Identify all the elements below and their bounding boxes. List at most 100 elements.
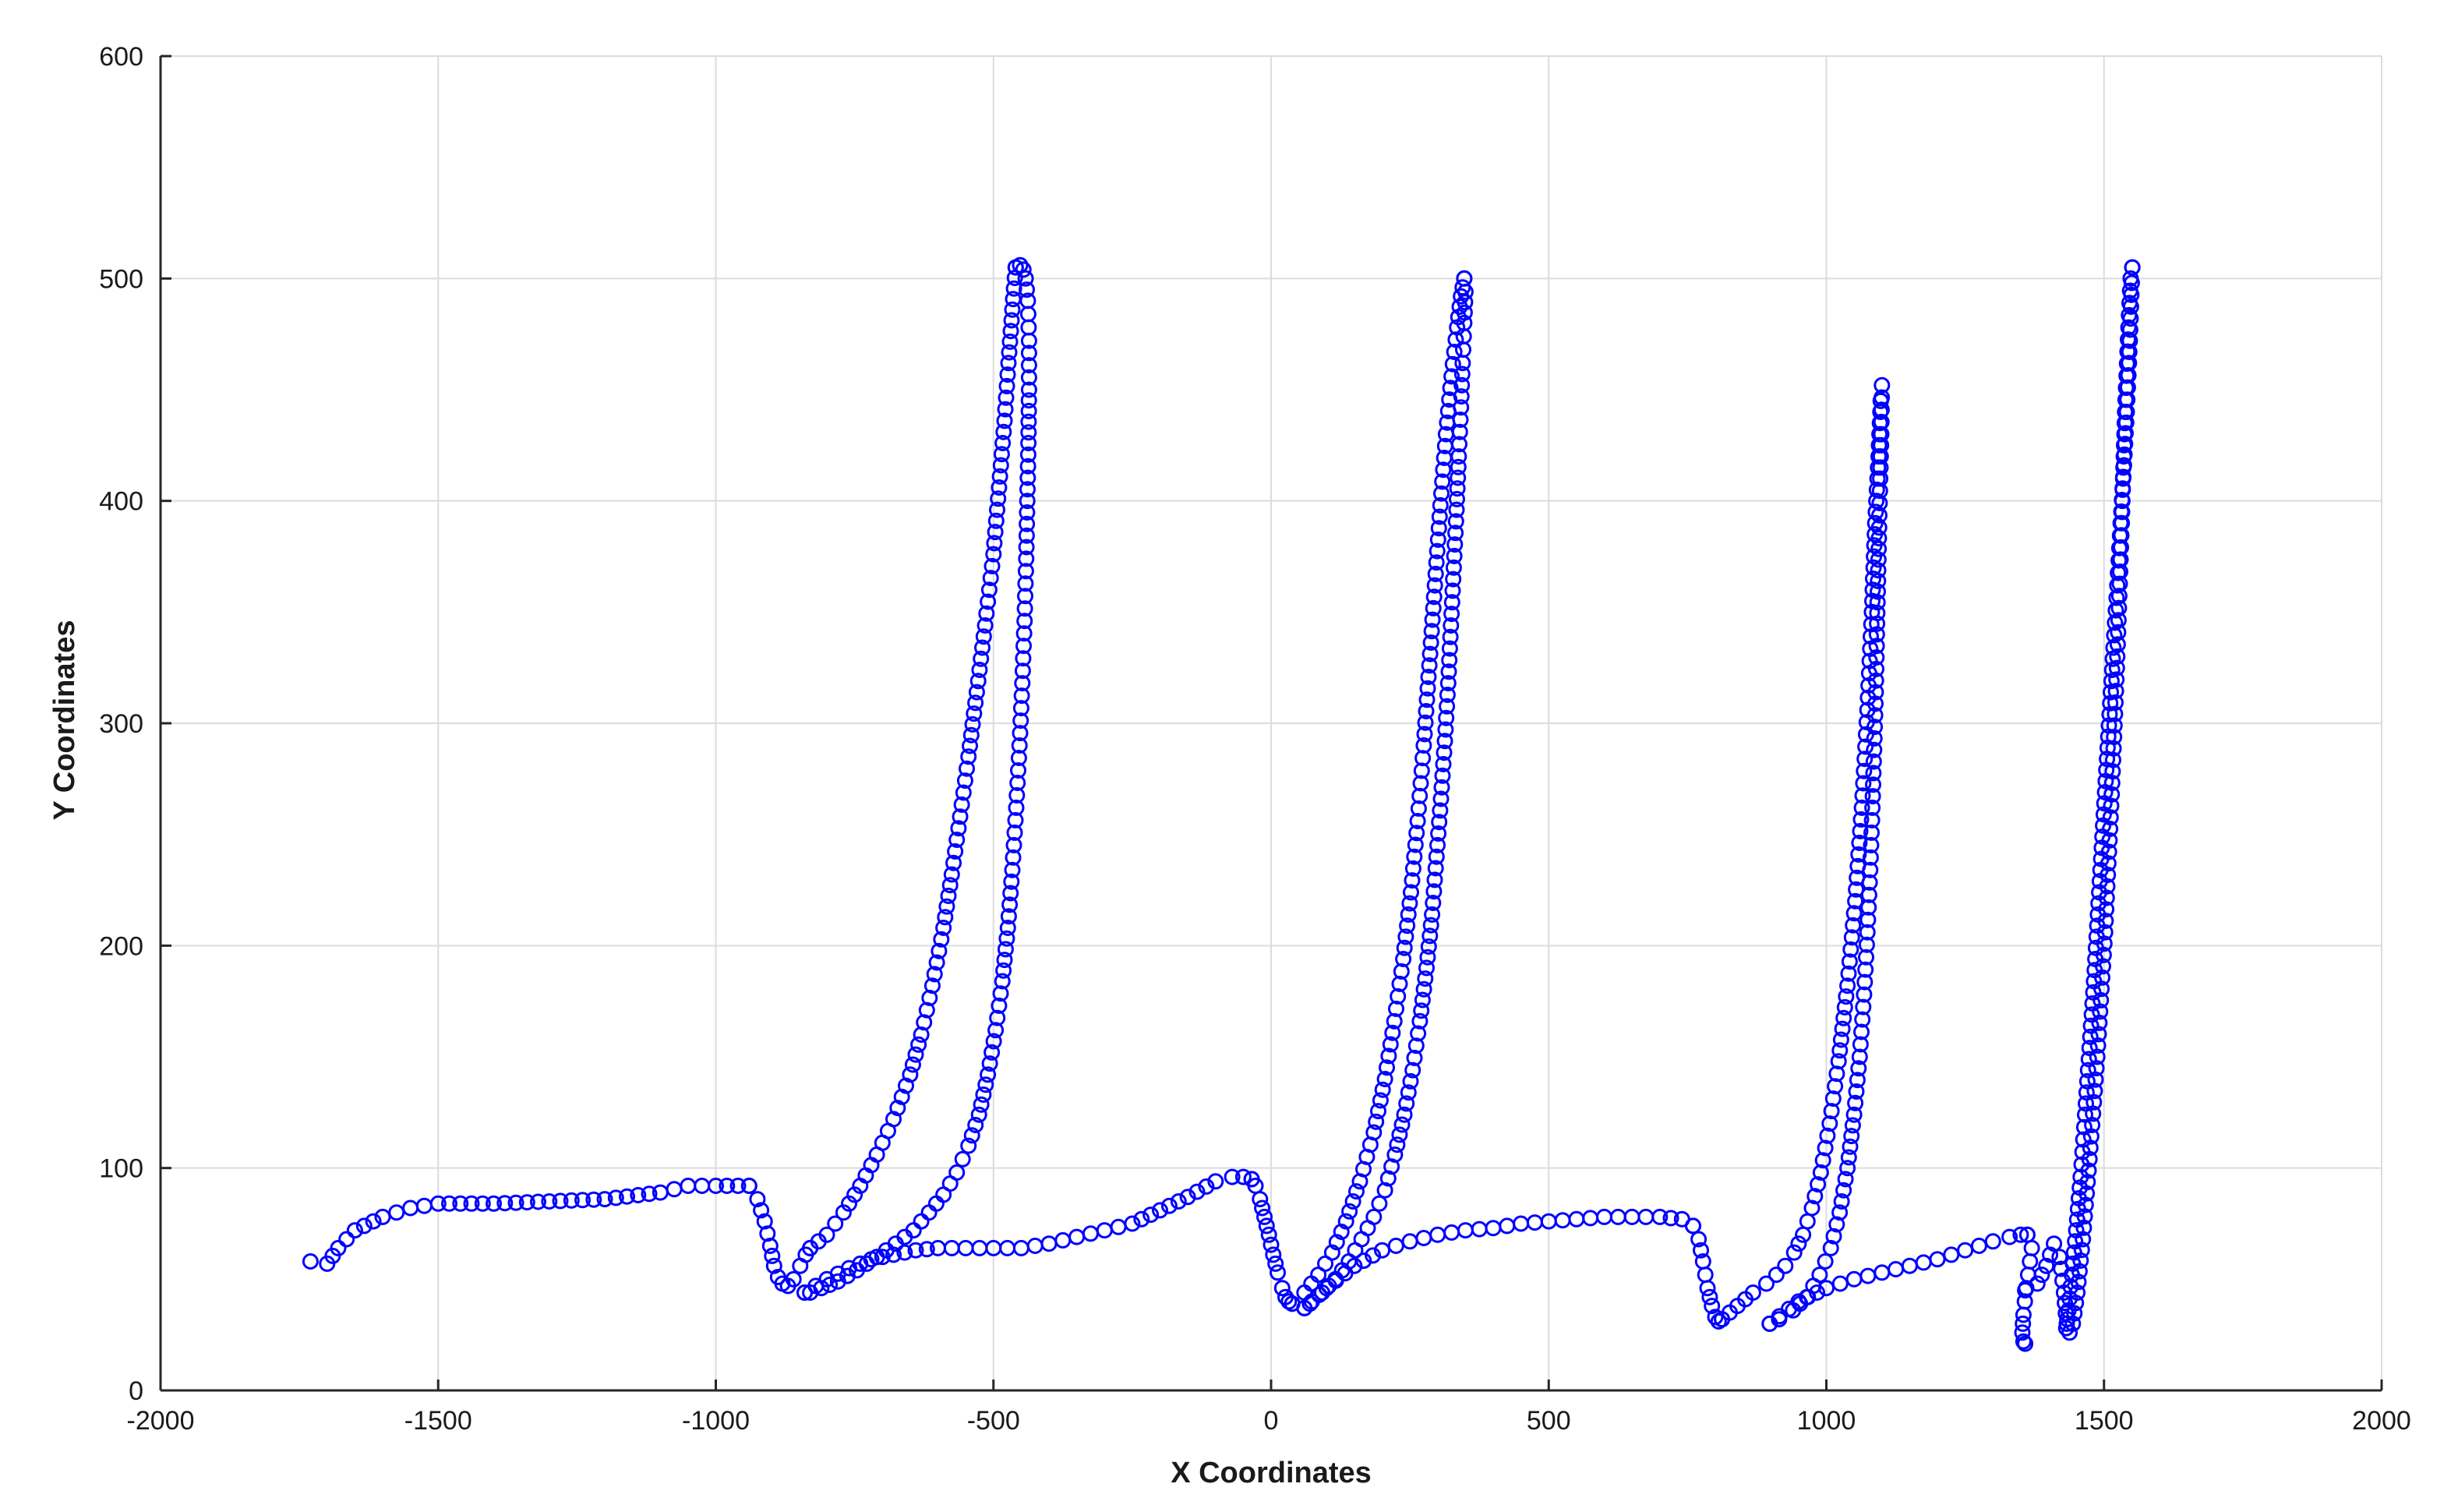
data-point bbox=[1413, 1002, 1430, 1019]
data-point bbox=[1005, 836, 1022, 853]
data-point bbox=[2078, 1084, 2095, 1101]
data-point bbox=[1372, 1092, 1389, 1109]
data-point bbox=[1984, 1233, 2001, 1250]
data-point bbox=[990, 490, 1007, 507]
data-point bbox=[1004, 861, 1021, 878]
data-point bbox=[1170, 1193, 1187, 1210]
data-point bbox=[1831, 1204, 1849, 1221]
data-point bbox=[1785, 1244, 1803, 1261]
data-point bbox=[1427, 565, 1444, 582]
data-point bbox=[1836, 998, 1853, 1016]
data-point bbox=[1704, 1298, 1721, 1315]
data-point bbox=[1856, 986, 1873, 1003]
data-point bbox=[1856, 973, 1874, 991]
data-point bbox=[1008, 799, 1025, 816]
data-point bbox=[694, 1178, 711, 1194]
data-point bbox=[1450, 448, 1467, 465]
data-point bbox=[985, 1033, 1002, 1050]
data-point bbox=[994, 973, 1011, 990]
data-point bbox=[1870, 572, 1887, 589]
data-point bbox=[985, 546, 1002, 563]
data-point bbox=[962, 737, 978, 754]
data-point bbox=[402, 1199, 419, 1217]
data-point bbox=[1019, 493, 1036, 510]
data-point bbox=[1861, 874, 1878, 891]
data-point bbox=[1337, 1213, 1354, 1230]
data-point bbox=[1823, 1103, 1840, 1120]
data-point bbox=[2121, 332, 2138, 349]
data-point bbox=[2094, 828, 2111, 845]
data-point bbox=[1380, 1047, 1397, 1065]
data-point bbox=[1424, 906, 1441, 923]
data-point bbox=[1252, 1191, 1269, 1208]
data-point bbox=[987, 512, 1005, 529]
data-point bbox=[1435, 756, 1452, 772]
data-point bbox=[2095, 817, 2112, 834]
data-point bbox=[1843, 929, 1860, 946]
data-point bbox=[1399, 917, 1416, 934]
data-point bbox=[945, 854, 962, 871]
data-point bbox=[1441, 640, 1458, 657]
data-point bbox=[955, 784, 972, 801]
data-point bbox=[978, 605, 995, 622]
data-point bbox=[1457, 284, 1474, 300]
data-point bbox=[1852, 811, 1870, 828]
data-point bbox=[1835, 1182, 1852, 1199]
data-point bbox=[1451, 436, 1467, 453]
data-point bbox=[1854, 1011, 1871, 1028]
data-point bbox=[1446, 547, 1463, 564]
data-point bbox=[1825, 1228, 1842, 1245]
data-point bbox=[1439, 698, 1456, 715]
data-point bbox=[1260, 1226, 1277, 1243]
data-point bbox=[1444, 355, 1461, 373]
data-point bbox=[1814, 1152, 1831, 1169]
data-point bbox=[1799, 1213, 1816, 1230]
data-point bbox=[1831, 1275, 1849, 1292]
data-point bbox=[1413, 762, 1430, 779]
data-point bbox=[708, 1178, 724, 1194]
data-point bbox=[1004, 301, 1021, 318]
data-point bbox=[719, 1178, 736, 1194]
data-point bbox=[1849, 1072, 1866, 1089]
data-point bbox=[1346, 1257, 1363, 1274]
data-point bbox=[1020, 357, 1037, 374]
data-point bbox=[1436, 744, 1453, 761]
data-point bbox=[1265, 1246, 1282, 1263]
data-point bbox=[975, 1086, 992, 1103]
data-point bbox=[1432, 790, 1450, 807]
data-point bbox=[1455, 341, 1471, 359]
data-point bbox=[1415, 737, 1432, 754]
data-point bbox=[761, 1238, 779, 1254]
data-point bbox=[2074, 1143, 2091, 1160]
data-point bbox=[1406, 848, 1423, 865]
data-point bbox=[1860, 886, 1877, 903]
data-point bbox=[960, 748, 977, 765]
data-point bbox=[1810, 1176, 1827, 1193]
data-point bbox=[355, 1217, 373, 1235]
data-point bbox=[2103, 684, 2119, 701]
data-point bbox=[2080, 1051, 2097, 1068]
data-point bbox=[1256, 1208, 1273, 1225]
data-point bbox=[974, 639, 991, 656]
data-point bbox=[874, 1249, 891, 1266]
data-point bbox=[764, 1247, 781, 1264]
data-point bbox=[1862, 861, 1879, 878]
data-point bbox=[1396, 939, 1413, 956]
data-point bbox=[1874, 1264, 1891, 1281]
data-point bbox=[1858, 949, 1874, 966]
data-point bbox=[1842, 941, 1859, 958]
data-point bbox=[1847, 1094, 1864, 1111]
data-point bbox=[1872, 448, 1889, 465]
data-point bbox=[2121, 321, 2138, 338]
data-point bbox=[967, 694, 984, 712]
data-point bbox=[980, 593, 997, 610]
data-point bbox=[962, 726, 980, 744]
data-point bbox=[753, 1202, 770, 1219]
data-point bbox=[1863, 811, 1881, 828]
data-point bbox=[1429, 1226, 1446, 1243]
data-point bbox=[2119, 379, 2136, 396]
data-point bbox=[1457, 1222, 1474, 1239]
data-point bbox=[1000, 908, 1017, 925]
data-point bbox=[973, 650, 990, 667]
data-point bbox=[1442, 380, 1459, 397]
